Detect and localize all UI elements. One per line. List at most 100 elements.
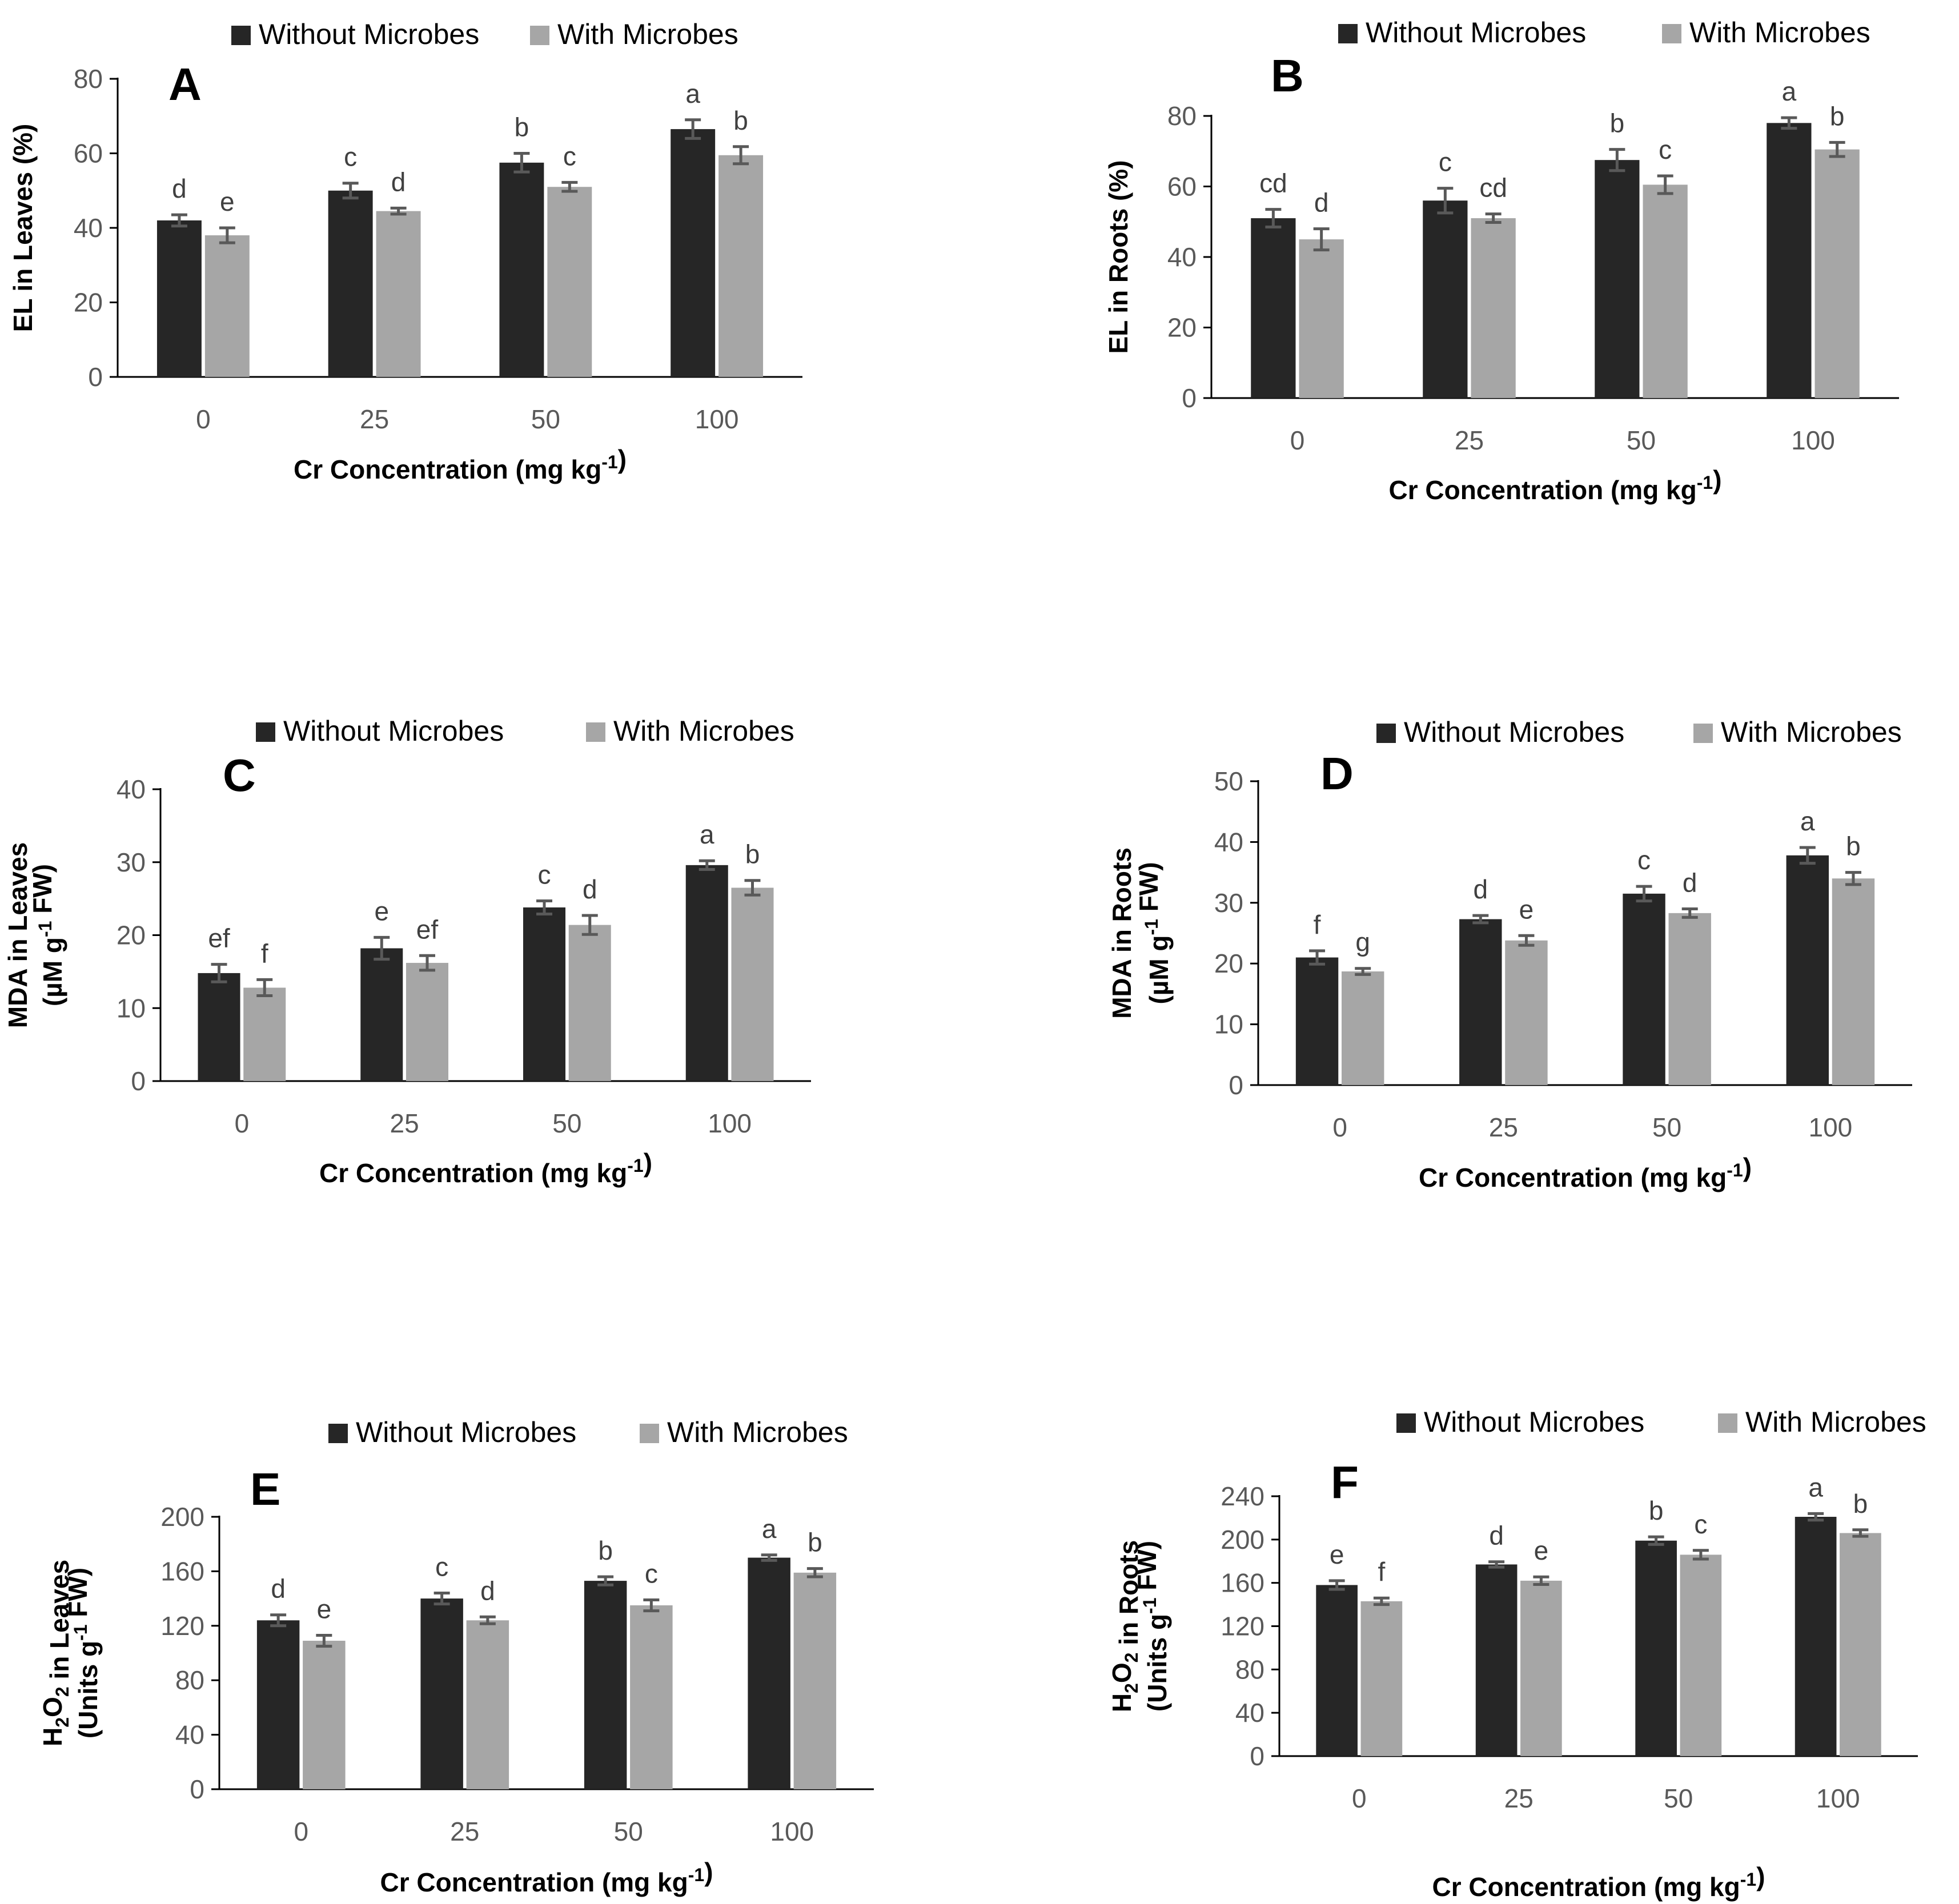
legend-label-with: With Microbes: [1745, 1406, 1926, 1438]
y-tick-label: 40: [1214, 827, 1243, 857]
bar-without-microbes: [685, 865, 728, 1081]
significance-letter: b: [1853, 1489, 1868, 1519]
x-tick-label: 100: [1816, 1784, 1860, 1813]
bar-with-microbes: [718, 155, 764, 377]
bar-with-microbes: [1505, 940, 1548, 1085]
significance-letter: ef: [416, 914, 439, 944]
bar-without-microbes: [1795, 1517, 1837, 1756]
legend-swatch-without: [1338, 24, 1358, 43]
legend-swatch-with: [1662, 24, 1681, 43]
bar-with-microbes: [406, 963, 449, 1081]
legend-label-without: Without Microbes: [356, 1416, 576, 1448]
y-tick-label: 40: [1167, 242, 1197, 272]
y-tick-label: 0: [1250, 1741, 1264, 1771]
bar-without-microbes: [584, 1581, 627, 1789]
legend-label-with: With Microbes: [1689, 17, 1870, 49]
y-tick-label: 30: [117, 847, 146, 877]
x-tick-label: 25: [1489, 1112, 1518, 1142]
significance-letter: a: [1800, 806, 1815, 836]
chart-panel-d: Without Microbes With Microbes D 0 10 20 30 40 5…: [1107, 716, 1912, 1192]
y-tick-label: 80: [74, 64, 103, 94]
significance-letter: c: [563, 141, 576, 171]
y-tick-label: 240: [1221, 1481, 1264, 1511]
legend-label-without: Without Microbes: [1404, 716, 1624, 748]
chart-panel-c: Without Microbes With Microbes C 0 10 20 30 40 e…: [3, 715, 811, 1188]
bar-with-microbes: [568, 925, 611, 1081]
y-tick-label: 120: [1221, 1612, 1264, 1641]
y-tick-label: 30: [1214, 888, 1243, 918]
significance-letter: d: [172, 174, 187, 203]
bar-without-microbes: [1423, 200, 1468, 398]
legend-label-without: Without Microbes: [1424, 1406, 1644, 1438]
significance-letter: a: [762, 1514, 777, 1544]
x-axis-title: Cr Concentration (mg kg-1): [1419, 1152, 1752, 1192]
x-tick-label: 50: [1627, 425, 1656, 455]
y-axis-subtitle: (Units g-1 FW): [63, 1568, 103, 1738]
bar-with-microbes: [1341, 971, 1384, 1085]
bar-without-microbes: [328, 190, 373, 377]
x-axis-title: Cr Concentration (mg kg-1): [380, 1857, 713, 1897]
y-tick-label: 40: [117, 774, 146, 804]
significance-letter: d: [271, 1574, 286, 1604]
y-tick-label: 10: [1214, 1010, 1243, 1039]
y-tick-label: 0: [131, 1066, 146, 1096]
x-tick-label: 25: [1504, 1784, 1534, 1813]
significance-letter: e: [1330, 1540, 1344, 1569]
legend-swatch-with: [1693, 724, 1713, 743]
bar-with-microbes: [1471, 218, 1516, 398]
bar-without-microbes: [156, 220, 202, 377]
x-tick-label: 0: [294, 1817, 308, 1846]
bar-with-microbes: [303, 1641, 346, 1789]
bar-without-microbes: [1459, 919, 1502, 1085]
legend-label-without: Without Microbes: [283, 715, 504, 747]
significance-letter: a: [700, 820, 714, 849]
y-tick-label: 200: [1221, 1525, 1264, 1554]
x-tick-label: 100: [770, 1817, 814, 1846]
y-tick-label: 40: [1235, 1698, 1264, 1728]
bar-with-microbes: [204, 235, 250, 377]
y-tick-label: 80: [1167, 101, 1197, 131]
significance-letter: b: [808, 1528, 822, 1557]
y-axis-title: EL in Roots (%): [1103, 160, 1133, 354]
x-axis-title: Cr Concentration (mg kg-1): [1432, 1862, 1765, 1902]
legend-label-with: With Microbes: [557, 18, 738, 50]
y-axis-subtitle: (Units g-1 FW): [1132, 1541, 1172, 1712]
legend-label-without: Without Microbes: [1366, 17, 1586, 49]
significance-letter: d: [1314, 188, 1329, 218]
significance-letter: b: [1610, 109, 1625, 138]
y-tick-label: 160: [1221, 1568, 1264, 1598]
y-axis-title: H2O2 in Leaves: [38, 1560, 74, 1746]
legend-swatch-without: [1376, 724, 1396, 743]
x-tick-label: 50: [614, 1817, 643, 1846]
significance-letter: b: [515, 113, 529, 142]
bar-without-microbes: [499, 162, 544, 377]
significance-letter: a: [685, 79, 700, 109]
significance-letter: d: [583, 874, 597, 904]
y-tick-label: 80: [175, 1665, 204, 1695]
bar-without-microbes: [420, 1598, 463, 1789]
bar-with-microbes: [466, 1620, 509, 1789]
significance-letter: ef: [208, 923, 230, 953]
chart-panel-a: Without Microbes With Microbes A 0 20 40 60 80 d…: [8, 18, 802, 484]
y-axis-title: MDA in Roots: [1107, 847, 1137, 1019]
significance-letter: f: [1314, 910, 1321, 939]
bar-without-microbes: [671, 129, 716, 377]
significance-letter: cd: [1259, 168, 1287, 198]
y-tick-label: 0: [1229, 1070, 1243, 1100]
significance-letter: c: [1637, 845, 1651, 875]
bar-with-microbes: [630, 1605, 673, 1789]
bar-with-microbes: [1840, 1533, 1881, 1756]
y-axis-subtitle: (µM g-1 FW): [1134, 862, 1174, 1004]
significance-letter: b: [1649, 1496, 1664, 1525]
significance-letter: g: [1355, 927, 1370, 957]
significance-letter: f: [261, 938, 268, 968]
significance-letter: c: [435, 1552, 448, 1582]
bar-with-microbes: [1299, 239, 1344, 398]
legend-label-with: With Microbes: [667, 1416, 848, 1448]
bar-with-microbes: [793, 1572, 837, 1789]
x-axis-title: Cr Concentration (mg kg-1): [319, 1148, 652, 1188]
significance-letter: e: [374, 896, 389, 926]
bar-without-microbes: [1786, 855, 1829, 1085]
bar-with-microbes: [1832, 878, 1875, 1085]
significance-letter: e: [317, 1594, 332, 1624]
